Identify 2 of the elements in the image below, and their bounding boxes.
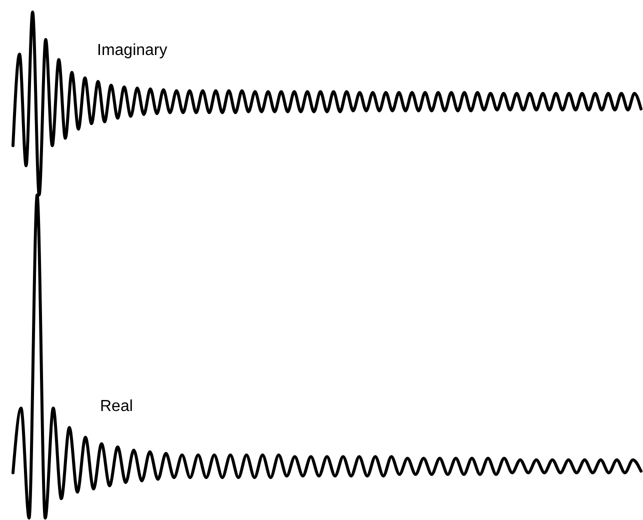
series-label: Imaginary xyxy=(97,42,168,59)
series-label: Real xyxy=(100,398,133,415)
